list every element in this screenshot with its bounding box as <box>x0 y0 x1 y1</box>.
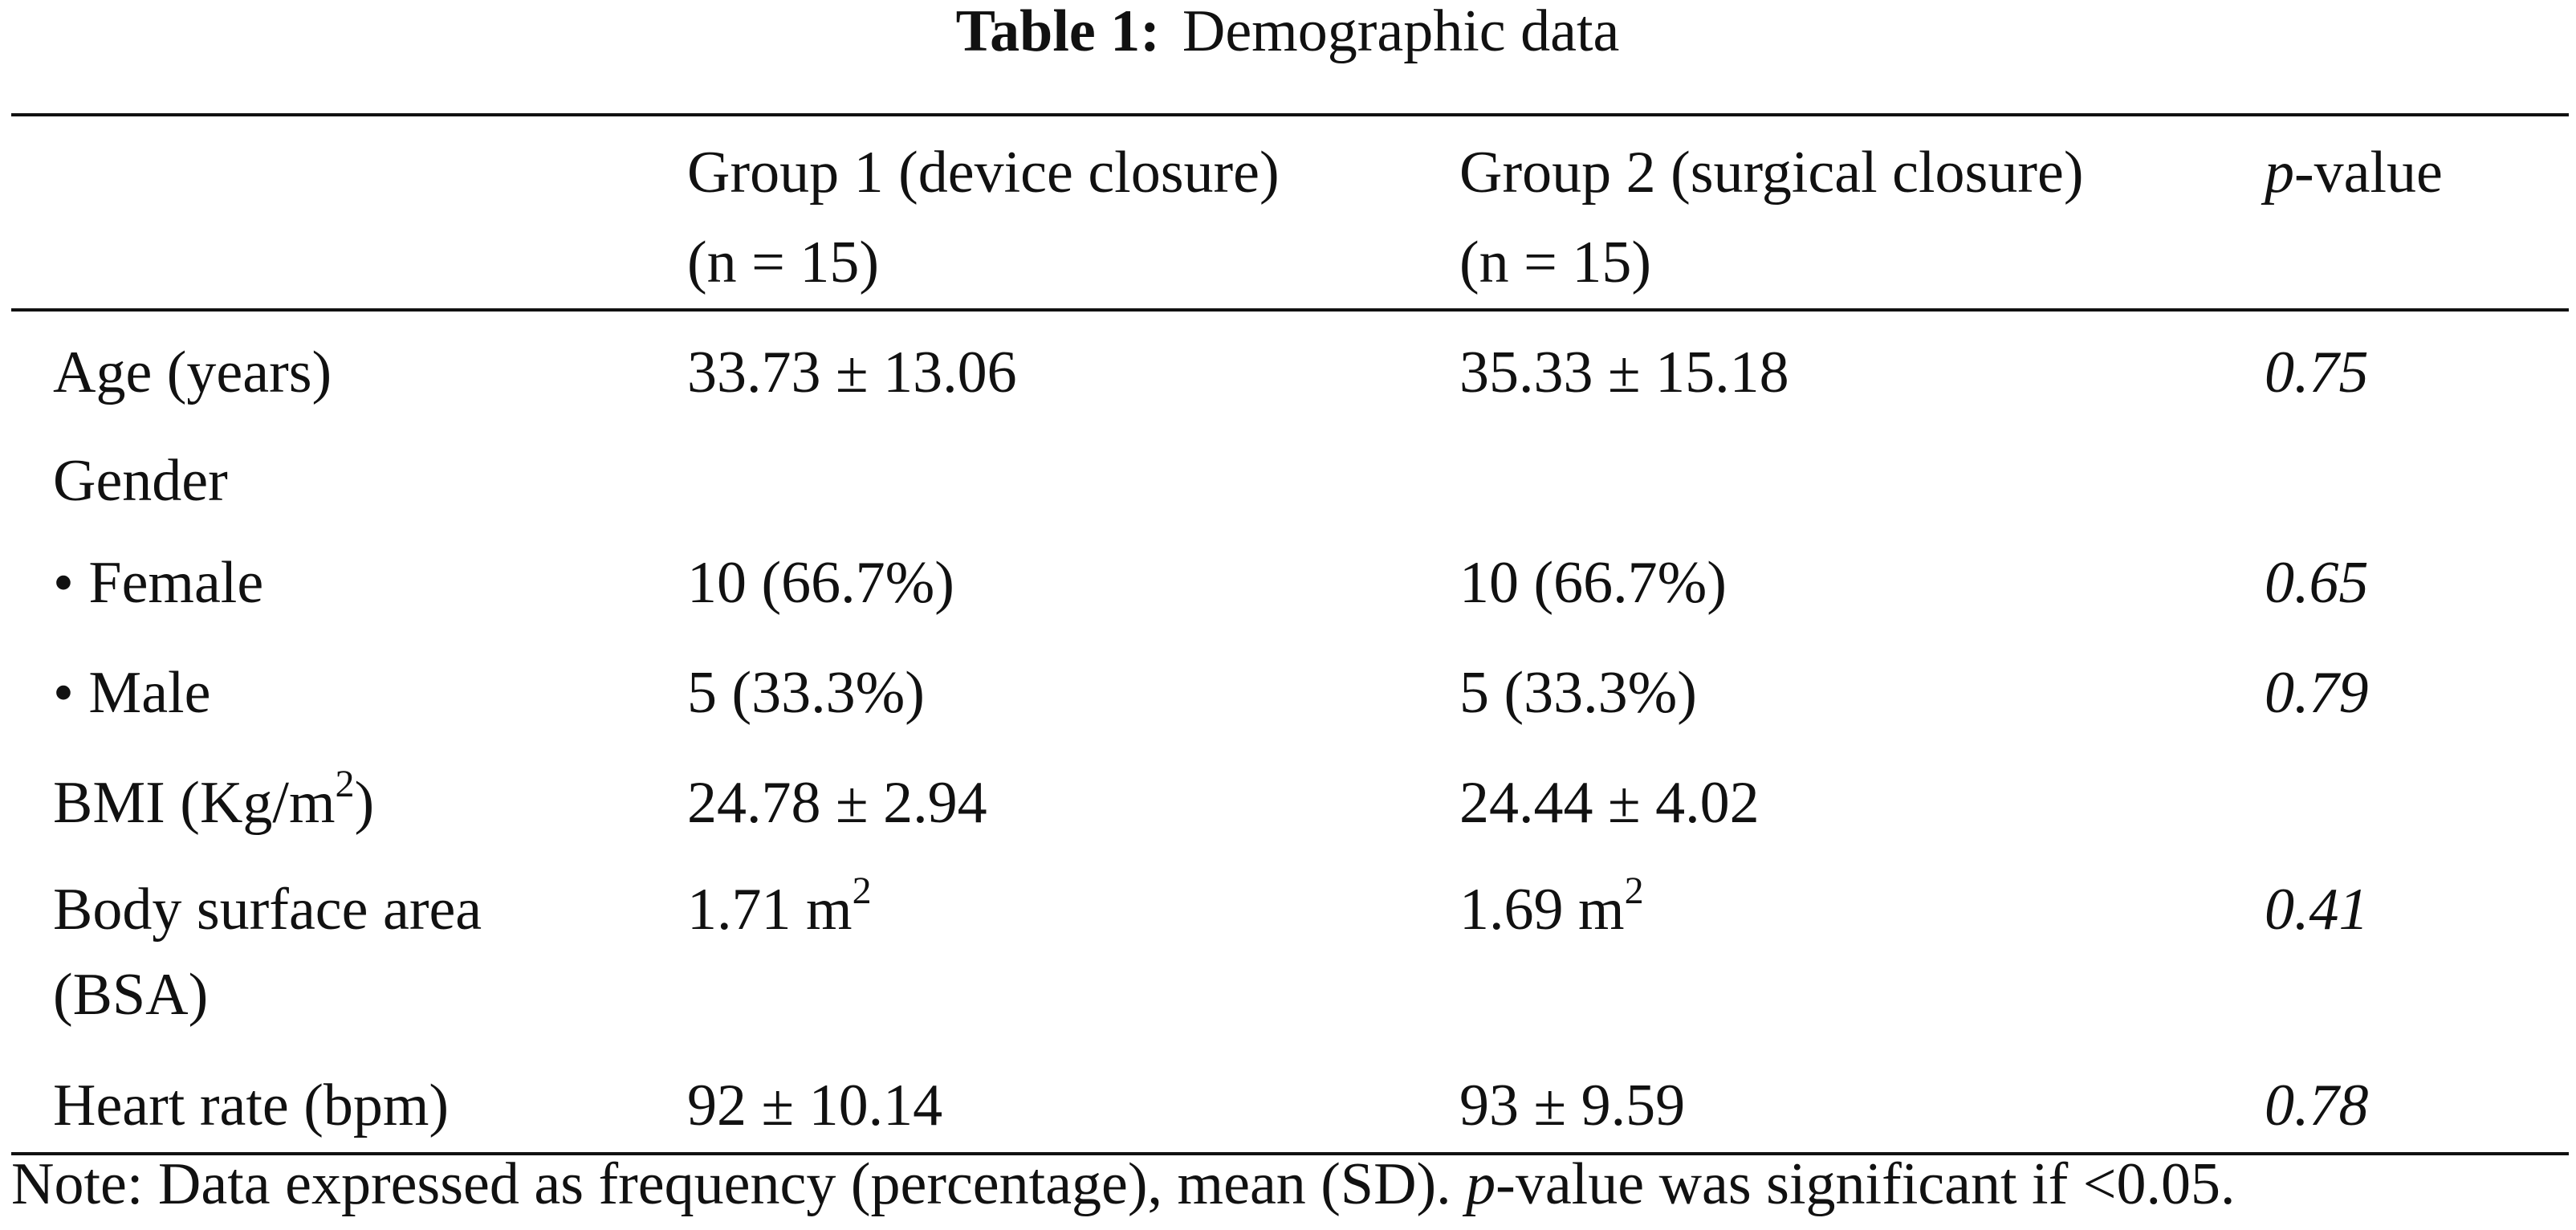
cell: 92 ± 10.14 <box>687 1073 942 1138</box>
text-part: ) <box>355 770 375 836</box>
table-note: Note: Data expressed as frequency (perce… <box>11 1151 2235 1217</box>
cell: • Female <box>53 550 263 616</box>
text-part: BMI (Kg/m <box>53 770 336 836</box>
note-text: -value was significant if <0.05. <box>1496 1151 2235 1217</box>
table-title: Table 1: Demographic data <box>956 0 1620 64</box>
text-part: 1.69 m <box>1459 877 1625 943</box>
cell: p-value <box>2261 140 2443 206</box>
note-italic: p <box>1462 1151 1496 1217</box>
cell: 33.73 ± 13.06 <box>687 340 1017 405</box>
cell: 24.44 ± 4.02 <box>1459 770 1760 836</box>
cell: 0.78 <box>2265 1073 2369 1138</box>
superscript: 2 <box>853 870 872 912</box>
cell: 0.79 <box>2265 660 2369 726</box>
cell: 35.33 ± 15.18 <box>1459 340 1789 405</box>
cell-line: Group 2 (surgical closure) <box>1459 140 2083 206</box>
cell-line: Group 1 (device closure) <box>687 140 1280 206</box>
title-text: Demographic data <box>1182 0 1620 64</box>
cell-line: Body surface area <box>53 877 482 943</box>
cell: • Male <box>53 660 210 726</box>
cell: 1.69 m2 <box>1459 870 1644 943</box>
cell: 1.71 m2 <box>687 870 872 943</box>
cell: Heart rate (bpm) <box>53 1073 449 1138</box>
text-part: 1.71 m <box>687 877 853 943</box>
cell: BMI (Kg/m2) <box>53 763 374 836</box>
cell: 24.78 ± 2.94 <box>687 770 987 836</box>
superscript: 2 <box>336 763 355 805</box>
cell-line: (n = 15) <box>687 230 879 295</box>
italic-part: p <box>2261 140 2294 206</box>
note-text: Note: Data expressed as frequency (perce… <box>11 1151 1466 1217</box>
cell: 93 ± 9.59 <box>1459 1073 1685 1138</box>
cell: 0.65 <box>2265 550 2369 616</box>
cell: 5 (33.3%) <box>1459 660 1697 726</box>
cell: 0.41 <box>2265 877 2369 943</box>
cell-line: (n = 15) <box>1459 230 1651 295</box>
cell: 0.75 <box>2265 340 2369 405</box>
cell: 10 (66.7%) <box>687 550 954 616</box>
cell: 10 (66.7%) <box>1459 550 1727 616</box>
cell-line: (BSA) <box>53 962 208 1028</box>
cell: Gender <box>53 448 228 514</box>
cell: 5 (33.3%) <box>687 660 925 726</box>
cell: Age (years) <box>53 340 332 405</box>
title-label: Table 1: <box>956 0 1160 64</box>
superscript: 2 <box>1625 870 1644 912</box>
text-part: -value <box>2294 140 2443 206</box>
